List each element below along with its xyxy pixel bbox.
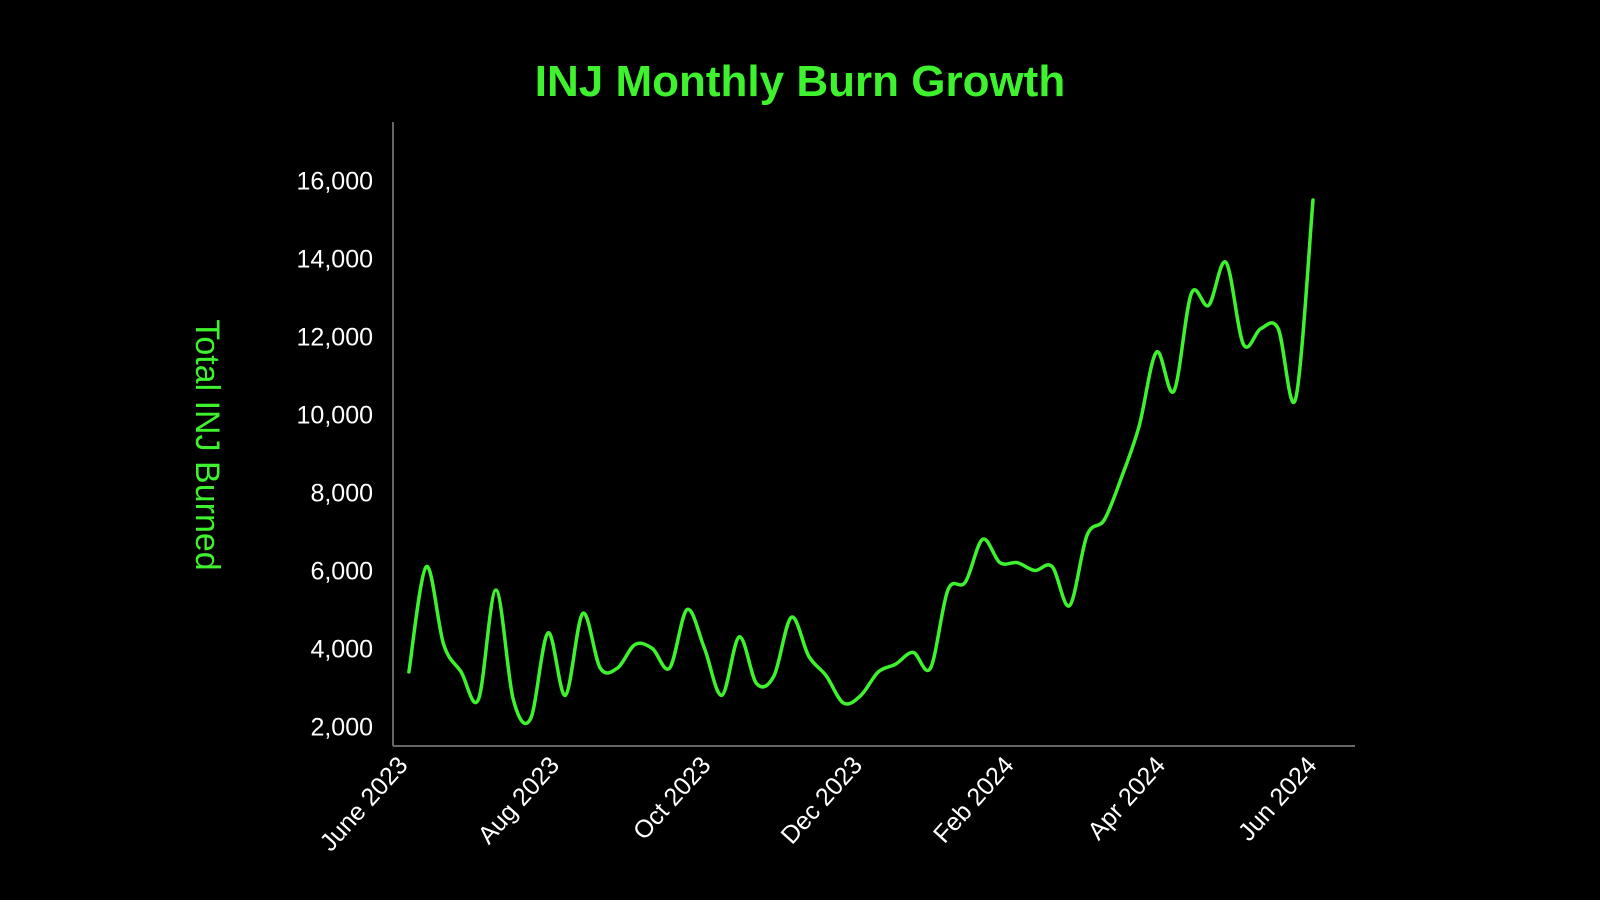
data-point <box>703 647 707 651</box>
data-point <box>894 662 898 666</box>
data-point <box>824 674 828 678</box>
data-point <box>650 647 654 651</box>
y-tick-label: 14,000 <box>297 246 373 274</box>
series-line <box>407 198 1315 726</box>
data-point <box>1155 350 1159 354</box>
y-tick-label: 10,000 <box>297 402 373 430</box>
data-point <box>1189 292 1193 296</box>
data-point <box>511 697 515 701</box>
data-point <box>998 561 1002 565</box>
data-point <box>529 717 533 721</box>
data-point <box>720 693 724 697</box>
data-point <box>598 666 602 670</box>
data-point <box>807 654 811 658</box>
data-point <box>789 615 793 619</box>
data-point <box>407 670 411 674</box>
data-point <box>494 588 498 592</box>
data-point <box>477 697 481 701</box>
data-point <box>1207 303 1211 307</box>
data-point <box>563 693 567 697</box>
data-point <box>581 611 585 615</box>
data-point <box>842 701 846 705</box>
data-point <box>1015 561 1019 565</box>
y-tick-label: 12,000 <box>297 324 373 352</box>
data-point <box>737 635 741 639</box>
y-tick-label: 4,000 <box>310 636 373 664</box>
data-point <box>633 643 637 647</box>
data-point <box>946 588 950 592</box>
data-point <box>424 565 428 569</box>
data-point <box>981 537 985 541</box>
data-point <box>859 693 863 697</box>
data-point <box>1085 533 1089 537</box>
data-point <box>772 674 776 678</box>
data-point <box>1276 327 1280 331</box>
data-point <box>1068 604 1072 608</box>
data-point <box>546 631 550 635</box>
data-point <box>459 670 463 674</box>
y-axis-ticks: 2,000 4,000 6,000 8,000 10,000 12,000 14,000 16… <box>297 168 373 742</box>
data-point <box>1259 327 1263 331</box>
data-point <box>911 650 915 654</box>
y-tick-label: 8,000 <box>310 480 373 508</box>
data-point <box>442 643 446 647</box>
data-point <box>1224 260 1228 264</box>
y-tick-label: 16,000 <box>297 168 373 196</box>
data-point <box>1172 389 1176 393</box>
y-axis-label: Total INJ Burned <box>188 319 226 570</box>
data-point <box>1241 342 1245 346</box>
data-point <box>1120 475 1124 479</box>
data-point <box>876 670 880 674</box>
y-tick-label: 2,000 <box>310 714 373 742</box>
data-point <box>685 608 689 612</box>
series-layer <box>407 198 1315 726</box>
data-point <box>1294 397 1298 401</box>
data-point <box>1137 424 1141 428</box>
data-point <box>1033 569 1037 573</box>
y-tick-label: 6,000 <box>310 558 373 586</box>
data-point <box>1102 518 1106 522</box>
data-point <box>668 666 672 670</box>
data-point <box>616 666 620 670</box>
data-point <box>929 666 933 670</box>
data-point <box>963 580 967 584</box>
data-point <box>755 682 759 686</box>
data-point <box>1050 565 1054 569</box>
data-point <box>1311 198 1315 202</box>
chart-title: INJ Monthly Burn Growth <box>535 57 1065 106</box>
